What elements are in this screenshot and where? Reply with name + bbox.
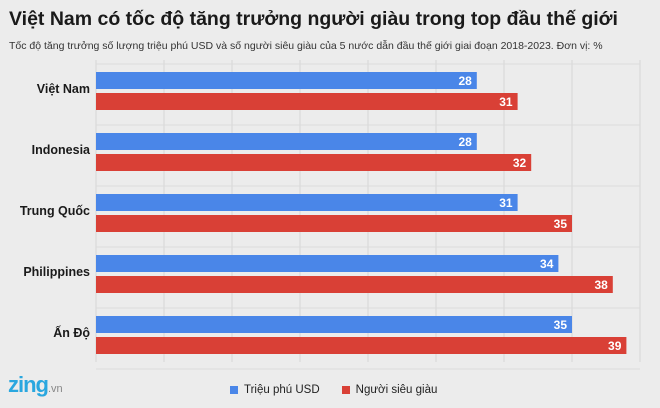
logo-suffix: .vn [48,383,63,395]
legend-label-sieu-giau: Người siêu giàu [355,384,438,396]
zing-logo: zing.vn [8,372,63,398]
data-label: 28 [458,74,472,88]
data-label: 28 [458,135,472,149]
logo-main: zing [8,372,49,397]
data-label: 39 [608,339,622,353]
chart-subtitle: Tốc độ tăng trưởng số lượng triệu phú US… [9,40,603,52]
category-label: Trung Quốc [20,204,90,218]
data-label: 31 [499,95,513,109]
bar-sieu-giau [96,93,518,110]
bar-sieu-giau [96,337,627,354]
bar-trieu-phu [96,255,559,272]
legend-item-sieu-giau: Người siêu giàu [341,384,438,396]
legend-label-trieu-phu: Triệu phú USD [244,384,320,396]
bar-trieu-phu [96,72,477,89]
category-label: Indonesia [32,143,91,157]
bar-sieu-giau [96,154,532,171]
data-label: 34 [540,257,554,271]
data-label: 32 [513,156,527,170]
legend-item-trieu-phu: Triệu phú USD [230,384,320,396]
bar-trieu-phu [96,133,477,150]
data-label: 35 [554,318,568,332]
legend: Triệu phú USD Người siêu giàu [230,384,437,396]
legend-swatch-sieu-giau [341,386,350,394]
category-label: Philippines [23,265,90,279]
bar-trieu-phu [96,194,518,211]
legend-swatch-trieu-phu [230,386,238,394]
data-label: 35 [554,217,568,231]
bar-sieu-giau [96,215,572,232]
chart-title: Việt Nam có tốc độ tăng trưởng người già… [9,8,618,30]
bar-trieu-phu [96,316,572,333]
bar-sieu-giau [96,276,613,293]
data-label: 38 [594,278,608,292]
category-label: Việt Nam [37,82,90,96]
category-label: Ấn Độ [53,325,90,340]
data-label: 31 [499,196,513,210]
